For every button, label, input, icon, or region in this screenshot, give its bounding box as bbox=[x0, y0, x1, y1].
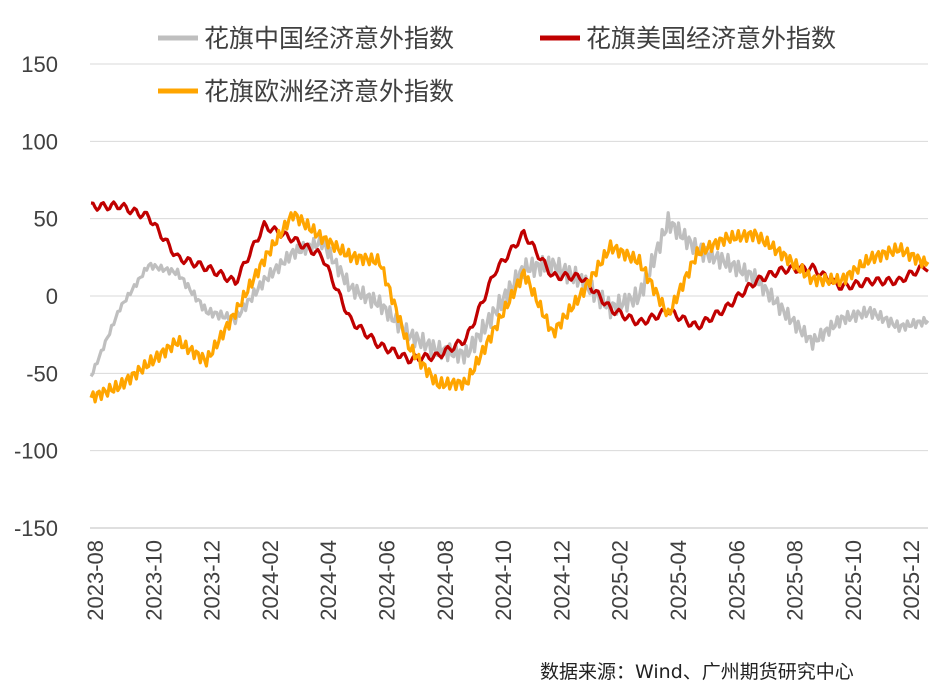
x-tick-label: 2024-10 bbox=[491, 540, 516, 621]
legend-item-us: 花旗美国经济意外指数 bbox=[540, 24, 836, 53]
x-tick-label: 2025-08 bbox=[783, 540, 808, 621]
x-tick-label: 2024-04 bbox=[316, 540, 341, 621]
y-tick-label: -100 bbox=[14, 439, 58, 464]
x-tick-label: 2024-12 bbox=[549, 540, 574, 621]
y-axis: 150 100 50 0 -50 -100 -150 bbox=[14, 52, 58, 541]
y-tick-label: -50 bbox=[26, 361, 58, 386]
x-tick-label: 2023-10 bbox=[141, 540, 166, 621]
x-tick-label: 2025-06 bbox=[724, 540, 749, 621]
x-tick-label: 2025-12 bbox=[899, 540, 924, 621]
y-tick-label: 50 bbox=[34, 207, 58, 232]
series-line-1 bbox=[90, 200, 929, 365]
series-group bbox=[89, 200, 930, 404]
y-tick-label: 150 bbox=[21, 52, 58, 77]
legend-label-us: 花旗美国经济意外指数 bbox=[586, 24, 836, 53]
y-tick-label: -150 bbox=[14, 516, 58, 541]
x-tick-label: 2025-10 bbox=[841, 540, 866, 621]
series-line-2 bbox=[89, 210, 930, 404]
x-tick-label: 2023-08 bbox=[83, 540, 108, 621]
y-tick-label: 0 bbox=[46, 284, 58, 309]
x-tick-label: 2025-02 bbox=[608, 540, 633, 621]
y-tick-label: 100 bbox=[21, 129, 58, 154]
legend-item-europe: 花旗欧洲经济意外指数 bbox=[158, 77, 454, 106]
legend-item-china: 花旗中国经济意外指数 bbox=[158, 24, 454, 53]
x-tick-label: 2025-04 bbox=[666, 540, 691, 621]
source-note: 数据来源：Wind、广州期货研究中心 bbox=[540, 661, 854, 683]
legend-label-europe: 花旗欧洲经济意外指数 bbox=[204, 77, 454, 106]
grid-lines bbox=[90, 63, 928, 529]
x-tick-label: 2023-12 bbox=[200, 540, 225, 621]
x-tick-label: 2024-02 bbox=[258, 540, 283, 621]
legend: 花旗中国经济意外指数 花旗美国经济意外指数 花旗欧洲经济意外指数 bbox=[158, 24, 836, 106]
x-tick-label: 2024-06 bbox=[375, 540, 400, 621]
x-axis: 2023-08 2023-10 2023-12 2024-02 2024-04 2024-… bbox=[83, 540, 924, 621]
legend-label-china: 花旗中国经济意外指数 bbox=[204, 24, 454, 53]
x-tick-label: 2024-08 bbox=[433, 540, 458, 621]
